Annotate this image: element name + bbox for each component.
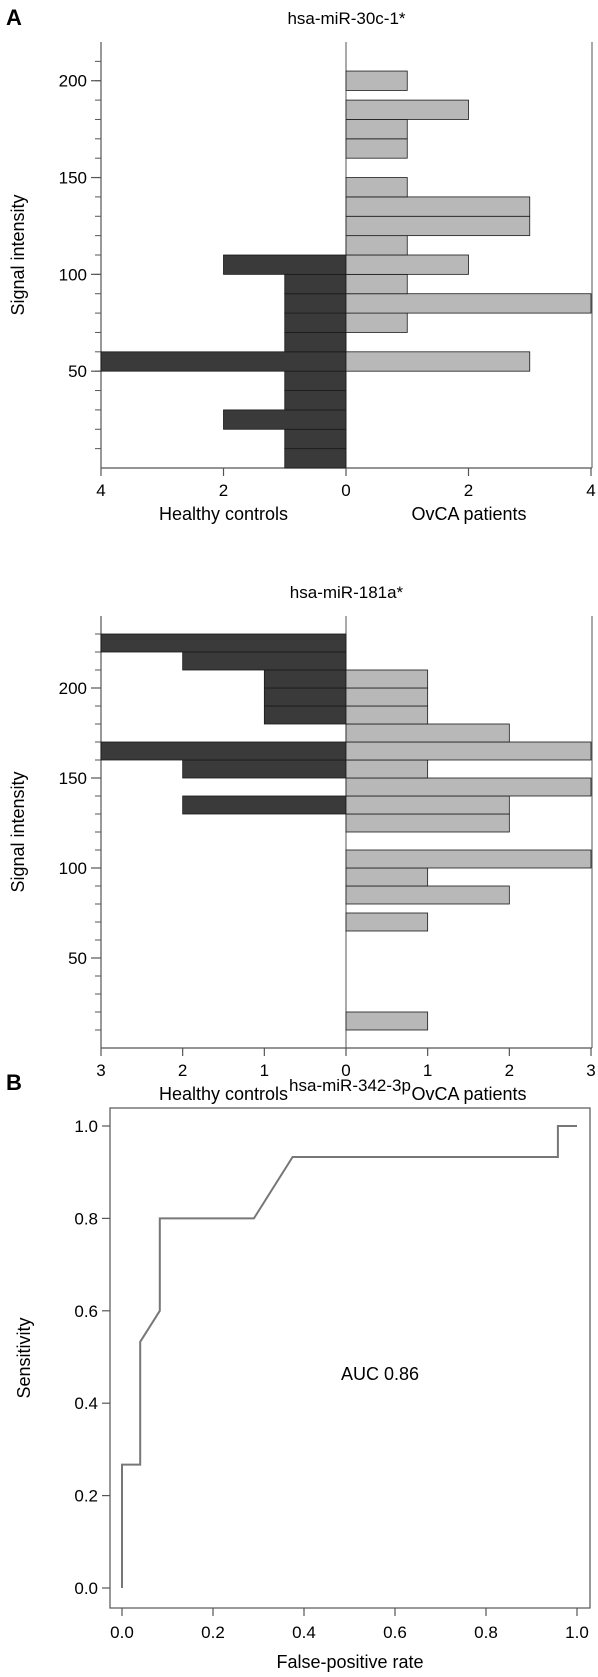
patient-bar (345, 912, 429, 932)
y-tick-label: 0.6 (74, 1302, 98, 1321)
y-tick-label: 100 (59, 859, 87, 878)
patient-bar (345, 1011, 429, 1031)
x-tick-label: 1.0 (565, 1623, 589, 1642)
patient-bar (345, 138, 408, 159)
y-tick-label: 200 (59, 679, 87, 698)
patient-bar (345, 849, 592, 869)
x-tick-label: 0.6 (383, 1623, 407, 1642)
y-axis-title: Signal intensity (8, 771, 28, 892)
auc-annotation: AUC 0.86 (341, 1364, 419, 1384)
healthy-bar (284, 390, 347, 411)
healthy-bar (284, 332, 347, 353)
chart-title: hsa-miR-30c-1* (287, 9, 405, 28)
patient-bar (345, 795, 510, 815)
roc-curve-line (121, 1125, 577, 1588)
roc-curve-mir-342: hsa-miR-342-3p 0.0 0.2 0.4 0.6 0.8 1.0 0.0 0.2 0.… (14, 1076, 591, 1672)
y-tick-label: 0.0 (74, 1579, 98, 1598)
y-tick-label: 0.8 (74, 1209, 98, 1228)
x-tick-label: 4 (586, 481, 595, 500)
healthy-bar (100, 633, 347, 653)
y-tick-label: 200 (59, 72, 87, 91)
healthy-controls-label: Healthy controls (159, 1084, 288, 1104)
patient-bar (345, 196, 531, 217)
patient-bar (345, 273, 408, 295)
x-tick-label: 0 (341, 481, 350, 500)
healthy-bar (182, 759, 347, 779)
healthy-bar (284, 293, 347, 314)
patient-bar (345, 293, 592, 314)
patient-bar (345, 777, 592, 797)
healthy-bar (284, 312, 347, 333)
patient-bar (345, 235, 408, 256)
x-tick-label: 2 (464, 481, 473, 500)
y-tick-label: 0.2 (74, 1487, 98, 1506)
healthy-bar (263, 669, 347, 689)
x-tick-label: 0.8 (474, 1623, 498, 1642)
x-tick-label: 0 (341, 1061, 350, 1080)
x-tick-label: 1 (423, 1061, 432, 1080)
patient-bar (345, 741, 592, 761)
patient-bar (345, 177, 408, 198)
x-tick-label: 0.0 (110, 1623, 134, 1642)
x-tick-label: 2 (178, 1061, 187, 1080)
healthy-bar (263, 705, 347, 725)
healthy-bar (284, 273, 347, 295)
y-tick-label: 0.4 (74, 1394, 98, 1413)
y-tick-label: 150 (59, 769, 87, 788)
x-tick-label: 2 (219, 481, 228, 500)
x-axis-title: False-positive rate (276, 1652, 423, 1672)
y-axis-title: Sensitivity (14, 1317, 34, 1398)
healthy-bar (284, 428, 347, 450)
patient-bar (345, 867, 429, 887)
patient-bar (345, 723, 510, 743)
histogram-mir-30c: hsa-miR-30c-1* 50 100 150 200 Signal intensit… (8, 9, 596, 524)
panel-label-b: B (6, 1070, 22, 1095)
y-tick-label: 50 (68, 949, 87, 968)
patient-bar (345, 119, 408, 140)
patient-bar (345, 813, 510, 833)
y-axis-title: Signal intensity (8, 194, 28, 315)
patient-bar (345, 669, 429, 689)
x-tick-label: 2 (505, 1061, 514, 1080)
patient-bar (345, 312, 408, 333)
healthy-bar (284, 370, 347, 391)
chart-title: hsa-miR-181a* (290, 583, 404, 602)
histogram-mir-181a: hsa-miR-181a* 50 100 150 200 Signal intensity… (8, 583, 596, 1104)
healthy-bar (284, 448, 347, 469)
patient-bar (345, 885, 510, 905)
y-tick-label: 100 (59, 265, 87, 284)
x-tick-label: 4 (96, 481, 105, 500)
patient-bar (345, 215, 531, 237)
panel-label-a: A (6, 5, 22, 30)
healthy-controls-label: Healthy controls (159, 504, 288, 524)
healthy-bar (263, 687, 347, 707)
patient-bar (345, 705, 429, 725)
patient-bar (345, 70, 408, 91)
x-tick-label: 0.4 (292, 1623, 316, 1642)
healthy-bar (182, 795, 347, 815)
y-tick-label: 150 (59, 169, 87, 188)
patient-bar (345, 351, 531, 372)
patient-bar (345, 254, 469, 275)
chart-title: hsa-miR-342-3p (289, 1076, 411, 1095)
x-tick-label: 3 (586, 1061, 595, 1080)
y-tick-label: 1.0 (74, 1117, 98, 1136)
ovca-patients-label: OvCA patients (411, 1084, 526, 1104)
healthy-bar (223, 409, 347, 430)
x-tick-label: 0.2 (201, 1623, 225, 1642)
x-tick-label: 1 (260, 1061, 269, 1080)
patient-bar (345, 687, 429, 707)
patient-bar (345, 759, 429, 779)
patient-bar (345, 99, 469, 120)
plot-frame (109, 1107, 591, 1609)
healthy-bar (223, 254, 347, 275)
healthy-bar (100, 351, 347, 372)
y-tick-label: 50 (68, 362, 87, 381)
healthy-bar (182, 651, 347, 671)
ovca-patients-label: OvCA patients (411, 504, 526, 524)
x-tick-label: 3 (96, 1061, 105, 1080)
healthy-bar (100, 741, 347, 761)
